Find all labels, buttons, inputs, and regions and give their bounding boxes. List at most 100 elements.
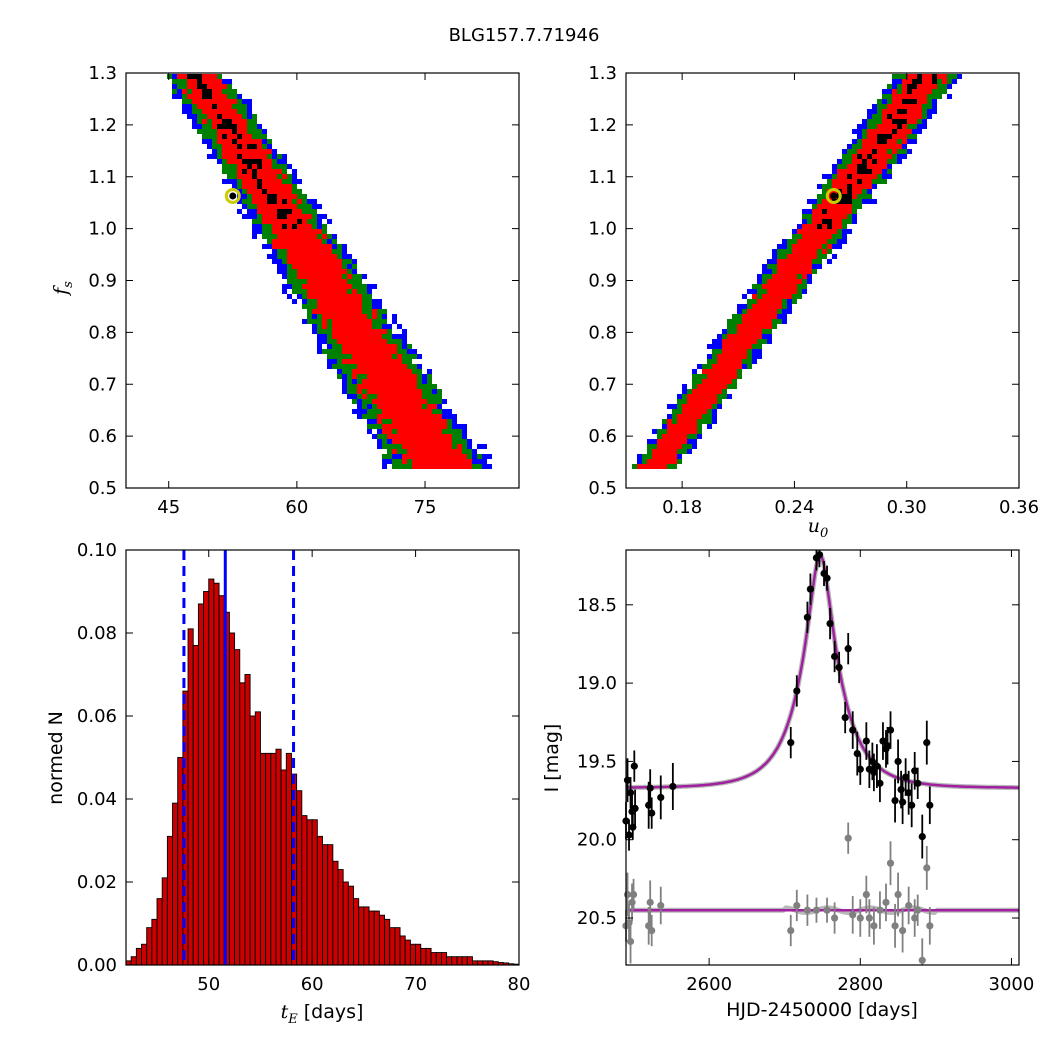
heat-cell [927, 99, 932, 104]
heat-cell [712, 379, 717, 384]
heat-cell [842, 154, 847, 159]
heat-cell [412, 404, 417, 409]
heat-cell [337, 254, 342, 259]
heat-cell [347, 364, 352, 369]
heat-cell [342, 344, 347, 349]
heat-cell [712, 339, 717, 344]
heat-cell [372, 389, 377, 394]
heat-cell [857, 199, 862, 204]
heat-cell [867, 199, 872, 204]
heat-cell [342, 349, 347, 354]
heat-cell [402, 349, 407, 354]
heat-cell [447, 439, 452, 444]
heat-cell [347, 394, 352, 399]
heat-cell [792, 234, 797, 239]
heat-cell [262, 244, 267, 249]
hist-bar [285, 752, 292, 966]
heat-cell [287, 194, 292, 199]
x-tick-label: 2600 [686, 974, 732, 995]
ticks-fs-vs-tE: 45 60 750.50.60.70.80.91.01.11.21.3 [88, 63, 519, 518]
data-point [894, 757, 902, 766]
heat-cell [837, 174, 842, 179]
heat-cell [402, 449, 407, 454]
heat-cell [332, 344, 337, 349]
heat-cell [357, 274, 362, 279]
heat-cell [302, 199, 307, 204]
heat-cell [482, 454, 487, 459]
heat-cell [677, 434, 682, 439]
heat-cell [252, 134, 257, 139]
heat-cell [322, 319, 327, 324]
heat-cell [752, 349, 757, 354]
heat-cell [402, 379, 407, 384]
heat-cell [902, 129, 907, 134]
heat-cell [427, 414, 432, 419]
heat-cell [867, 154, 872, 159]
heat-cell [382, 334, 387, 339]
heat-cell [227, 174, 232, 179]
heat-cell [697, 379, 702, 384]
heat-cell [352, 344, 357, 349]
heat-cell [367, 394, 372, 399]
heat-cell [237, 159, 242, 164]
heat-cell [852, 149, 857, 154]
heat-cell [202, 94, 207, 99]
heat-cell [737, 364, 742, 369]
heat-cell [727, 349, 732, 354]
heat-cell [412, 444, 417, 449]
heat-cell [227, 114, 232, 119]
heat-cell [457, 439, 462, 444]
heat-cell [922, 119, 927, 124]
heat-cell [407, 344, 412, 349]
heat-cell [782, 289, 787, 294]
heat-cell [817, 234, 822, 239]
heat-cell [932, 99, 937, 104]
heat-cell [342, 249, 347, 254]
heat-cell [757, 339, 762, 344]
heat-cell [357, 319, 362, 324]
heat-cell [257, 189, 262, 194]
data-point [876, 779, 884, 787]
heat-cell [287, 239, 292, 244]
data-point [911, 767, 919, 775]
heat-cell [822, 214, 827, 219]
heat-cell [317, 214, 322, 219]
heat-cell [337, 279, 342, 284]
heat-cell [367, 374, 372, 379]
heat-cell [222, 114, 227, 119]
heat-cell [372, 404, 377, 409]
heat-cell [272, 159, 277, 164]
heat-cell [347, 304, 352, 309]
heat-cell [332, 324, 337, 329]
heat-cell [887, 94, 892, 99]
heat-cell [662, 464, 667, 469]
heat-cell [327, 324, 332, 329]
heat-cell [417, 434, 422, 439]
heat-cell [412, 399, 417, 404]
hist-bar [213, 582, 220, 966]
heat-cell [372, 384, 377, 389]
heat-cell [262, 189, 267, 194]
heat-cell [317, 319, 322, 324]
heat-cell [312, 259, 317, 264]
heat-cell [757, 289, 762, 294]
heat-cell [282, 174, 287, 179]
heat-cell [882, 99, 887, 104]
heat-cell [362, 369, 367, 374]
heat-cell [757, 284, 762, 289]
heat-cell [412, 409, 417, 414]
heat-cell [322, 289, 327, 294]
heat-cell [867, 179, 872, 184]
heat-cell [482, 464, 487, 469]
heat-cell [232, 104, 237, 109]
heat-cell [757, 304, 762, 309]
heat-cell [697, 409, 702, 414]
x-tick-label: 60 [301, 974, 324, 995]
heat-cell [737, 329, 742, 334]
heat-cell [342, 289, 347, 294]
heat-cell [712, 394, 717, 399]
heat-cell [692, 389, 697, 394]
heat-cell [717, 384, 722, 389]
heat-cell [422, 449, 427, 454]
heat-cell [242, 119, 247, 124]
